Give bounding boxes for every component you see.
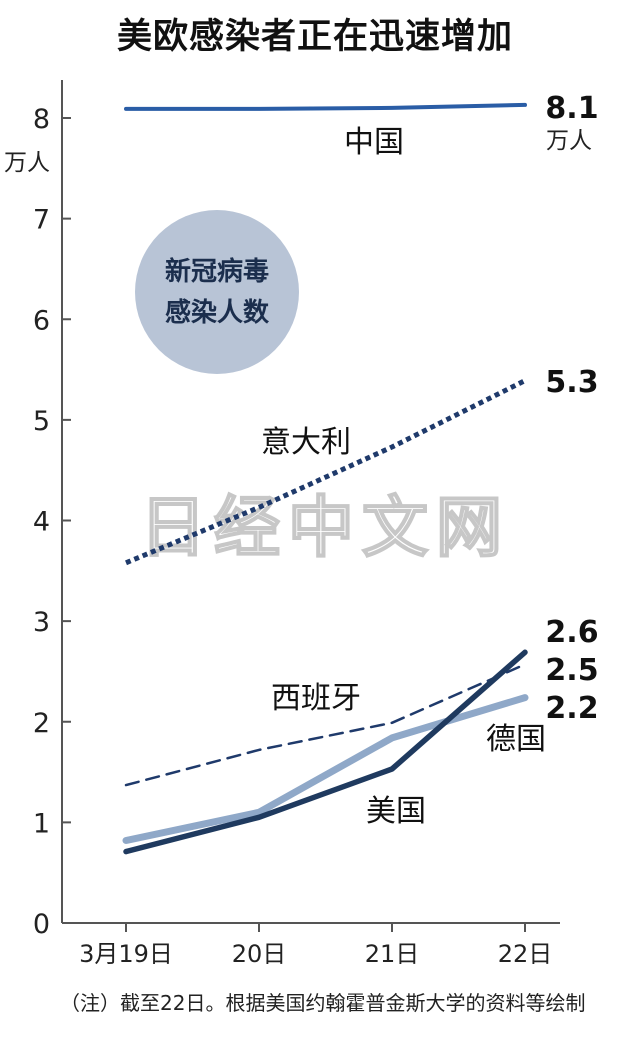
y-tick-label: 8 bbox=[33, 104, 50, 135]
legend-badge: 新冠病毒 感染人数 bbox=[135, 210, 299, 374]
series-name-label: 意大利 bbox=[261, 425, 351, 460]
series-name-label: 中国 bbox=[344, 125, 404, 160]
watermark: 日经中文网 bbox=[139, 488, 510, 567]
watermark-text: 日经中文网 bbox=[140, 489, 510, 566]
badge-line-1: 新冠病毒 bbox=[165, 256, 269, 287]
labels-layer: 中国 8.1 意大利 5.3 西班牙 2.5 德国2.2 美国 2.6 bbox=[261, 91, 599, 829]
y-tick-label: 1 bbox=[33, 808, 50, 839]
series-name-label: 美国 bbox=[366, 794, 426, 829]
end-unit-label: 万人 bbox=[546, 128, 592, 154]
series-line bbox=[124, 102, 527, 111]
y-tick-label: 6 bbox=[33, 305, 50, 336]
end-value-label: 2.5 bbox=[545, 653, 598, 688]
series-line bbox=[125, 378, 527, 566]
x-tick-label: 21日 bbox=[365, 940, 420, 968]
series-line bbox=[124, 663, 527, 787]
y-tick-label: 3 bbox=[33, 607, 50, 638]
chart-title: 美欧感染者正在迅速增加 bbox=[116, 17, 513, 57]
series-line bbox=[122, 694, 529, 844]
y-tick-label: 7 bbox=[33, 205, 50, 236]
y-tick-label: 5 bbox=[33, 406, 50, 437]
y-tick-label: 2 bbox=[33, 708, 50, 739]
footnote: （注）截至22日。根据美国约翰霍普金斯大学的资料等绘制 bbox=[60, 991, 586, 1015]
y-tick-label: 4 bbox=[33, 507, 50, 538]
end-value-label: 2.6 bbox=[545, 615, 598, 650]
end-value-label: 5.3 bbox=[545, 365, 598, 400]
y-unit-label: 万人 bbox=[4, 150, 50, 176]
series-name-label: 西班牙 bbox=[271, 681, 361, 716]
y-tick-label: 0 bbox=[33, 909, 50, 940]
x-tick-label: 22日 bbox=[498, 940, 553, 968]
series-layer bbox=[122, 102, 529, 855]
series-name-label: 德国 bbox=[486, 722, 546, 757]
series-line bbox=[123, 649, 528, 855]
end-value-label: 2.2 bbox=[545, 691, 598, 726]
end-value-label: 8.1 bbox=[545, 91, 598, 126]
badge-circle bbox=[135, 210, 299, 374]
badge-line-2: 感染人数 bbox=[165, 298, 270, 328]
x-tick-label: 20日 bbox=[232, 940, 287, 968]
x-tick-label: 3月19日 bbox=[79, 940, 173, 968]
